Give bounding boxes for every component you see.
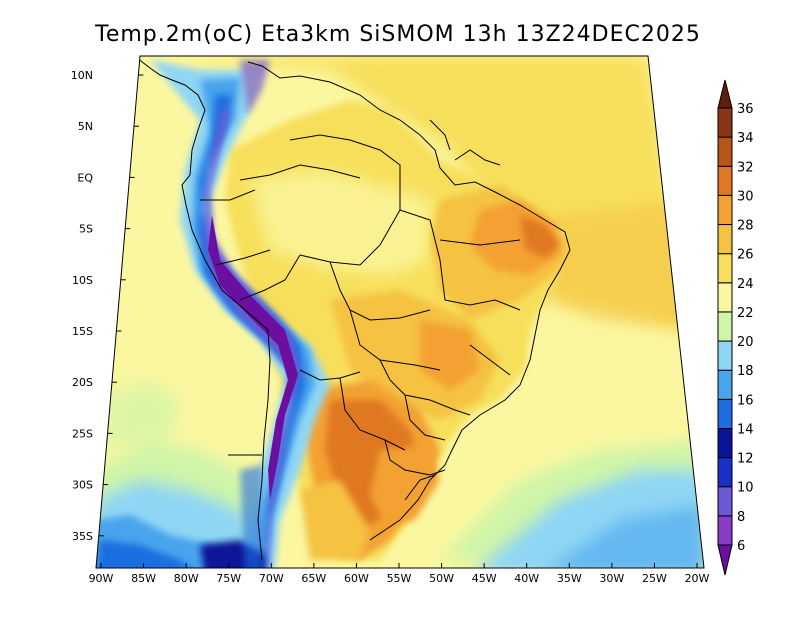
colorbar-swatch (717, 165, 733, 196)
colorbar-label: 12 (737, 452, 754, 467)
colorbar-swatch (717, 457, 733, 488)
colorbar-label: 30 (737, 189, 754, 204)
lon-tick-label: 30W (599, 572, 624, 585)
colorbar: 6 8 10 12 14 16 18 20 22 24 26 28 30 32 34 36 (717, 79, 754, 576)
colorbar-swatch (717, 136, 733, 167)
lon-tick-label: 35W (557, 572, 582, 585)
temperature-field (96, 56, 704, 568)
lon-tick-label: 70W (259, 572, 284, 585)
lon-tick-label: 60W (344, 572, 369, 585)
colorbar-swatch (717, 282, 733, 313)
colorbar-label: 32 (737, 160, 754, 175)
lon-tick-label: 90W (89, 572, 114, 585)
colorbar-swatch (717, 515, 733, 546)
colorbar-upper-arrow (717, 79, 733, 109)
lon-tick-label: 80W (174, 572, 199, 585)
colorbar-swatch (717, 194, 733, 226)
country-borders (136, 57, 571, 561)
colorbar-label: 10 (737, 481, 754, 496)
lat-tick-label: 30S (72, 479, 93, 492)
colorbar-swatch (717, 486, 733, 517)
colorbar-label: 20 (737, 335, 754, 350)
lat-tick-label: 10S (72, 274, 93, 287)
colorbar-label: 8 (737, 510, 745, 525)
lat-tick-label: 5S (79, 223, 93, 236)
lat-tick-label: 35S (72, 530, 93, 543)
colorbar-swatch (717, 311, 733, 342)
lat-tick-label: 10N (71, 69, 93, 82)
latitude-axis: 10N 5N EQ 5S 10S 15S 20S 25S 30S 35S (71, 69, 144, 543)
colorbar-swatch (717, 340, 733, 371)
colorbar-label: 28 (737, 219, 754, 234)
map-frame (95, 55, 705, 569)
colorbar-label: 26 (737, 248, 754, 263)
lon-tick-label: 45W (472, 572, 497, 585)
colorbar-lower-arrow (717, 544, 733, 576)
map-title: Temp.2m(oC) Eta3km SiSMOM 13h 13Z24DEC20… (94, 22, 701, 47)
longitude-axis: 90W 85W 80W 75W 70W 65W 60W 55W 50W 45W 40W 35W 30W 2… (89, 563, 710, 585)
lon-tick-label: 65W (301, 572, 326, 585)
colorbar-swatch (717, 427, 733, 459)
colorbar-label: 18 (737, 364, 754, 379)
lon-tick-label: 75W (216, 572, 241, 585)
colorbar-label: 24 (737, 277, 754, 292)
lon-tick-label: 40W (514, 572, 539, 585)
colorbar-swatch (717, 369, 733, 400)
lon-tick-label: 20W (685, 572, 710, 585)
lat-tick-label: 15S (72, 325, 93, 338)
colorbar-label: 6 (737, 539, 745, 554)
colorbar-label: 34 (737, 131, 754, 146)
colorbar-label: 16 (737, 393, 754, 408)
lon-tick-label: 85W (131, 572, 156, 585)
lon-tick-label: 50W (429, 572, 454, 585)
colorbar-swatch (717, 107, 733, 138)
colorbar-swatch (717, 398, 733, 429)
lat-tick-label: 20S (72, 376, 93, 389)
colorbar-label: 22 (737, 306, 754, 321)
lat-tick-label: 25S (72, 427, 93, 440)
lon-tick-label: 25W (642, 572, 667, 585)
colorbar-swatch (717, 224, 733, 255)
colorbar-label: 14 (737, 422, 754, 437)
colorbar-label: 36 (737, 102, 754, 117)
lon-tick-label: 55W (387, 572, 412, 585)
colorbar-swatch (717, 253, 733, 284)
lat-tick-label: EQ (77, 171, 93, 184)
lat-tick-label: 5N (78, 120, 93, 133)
